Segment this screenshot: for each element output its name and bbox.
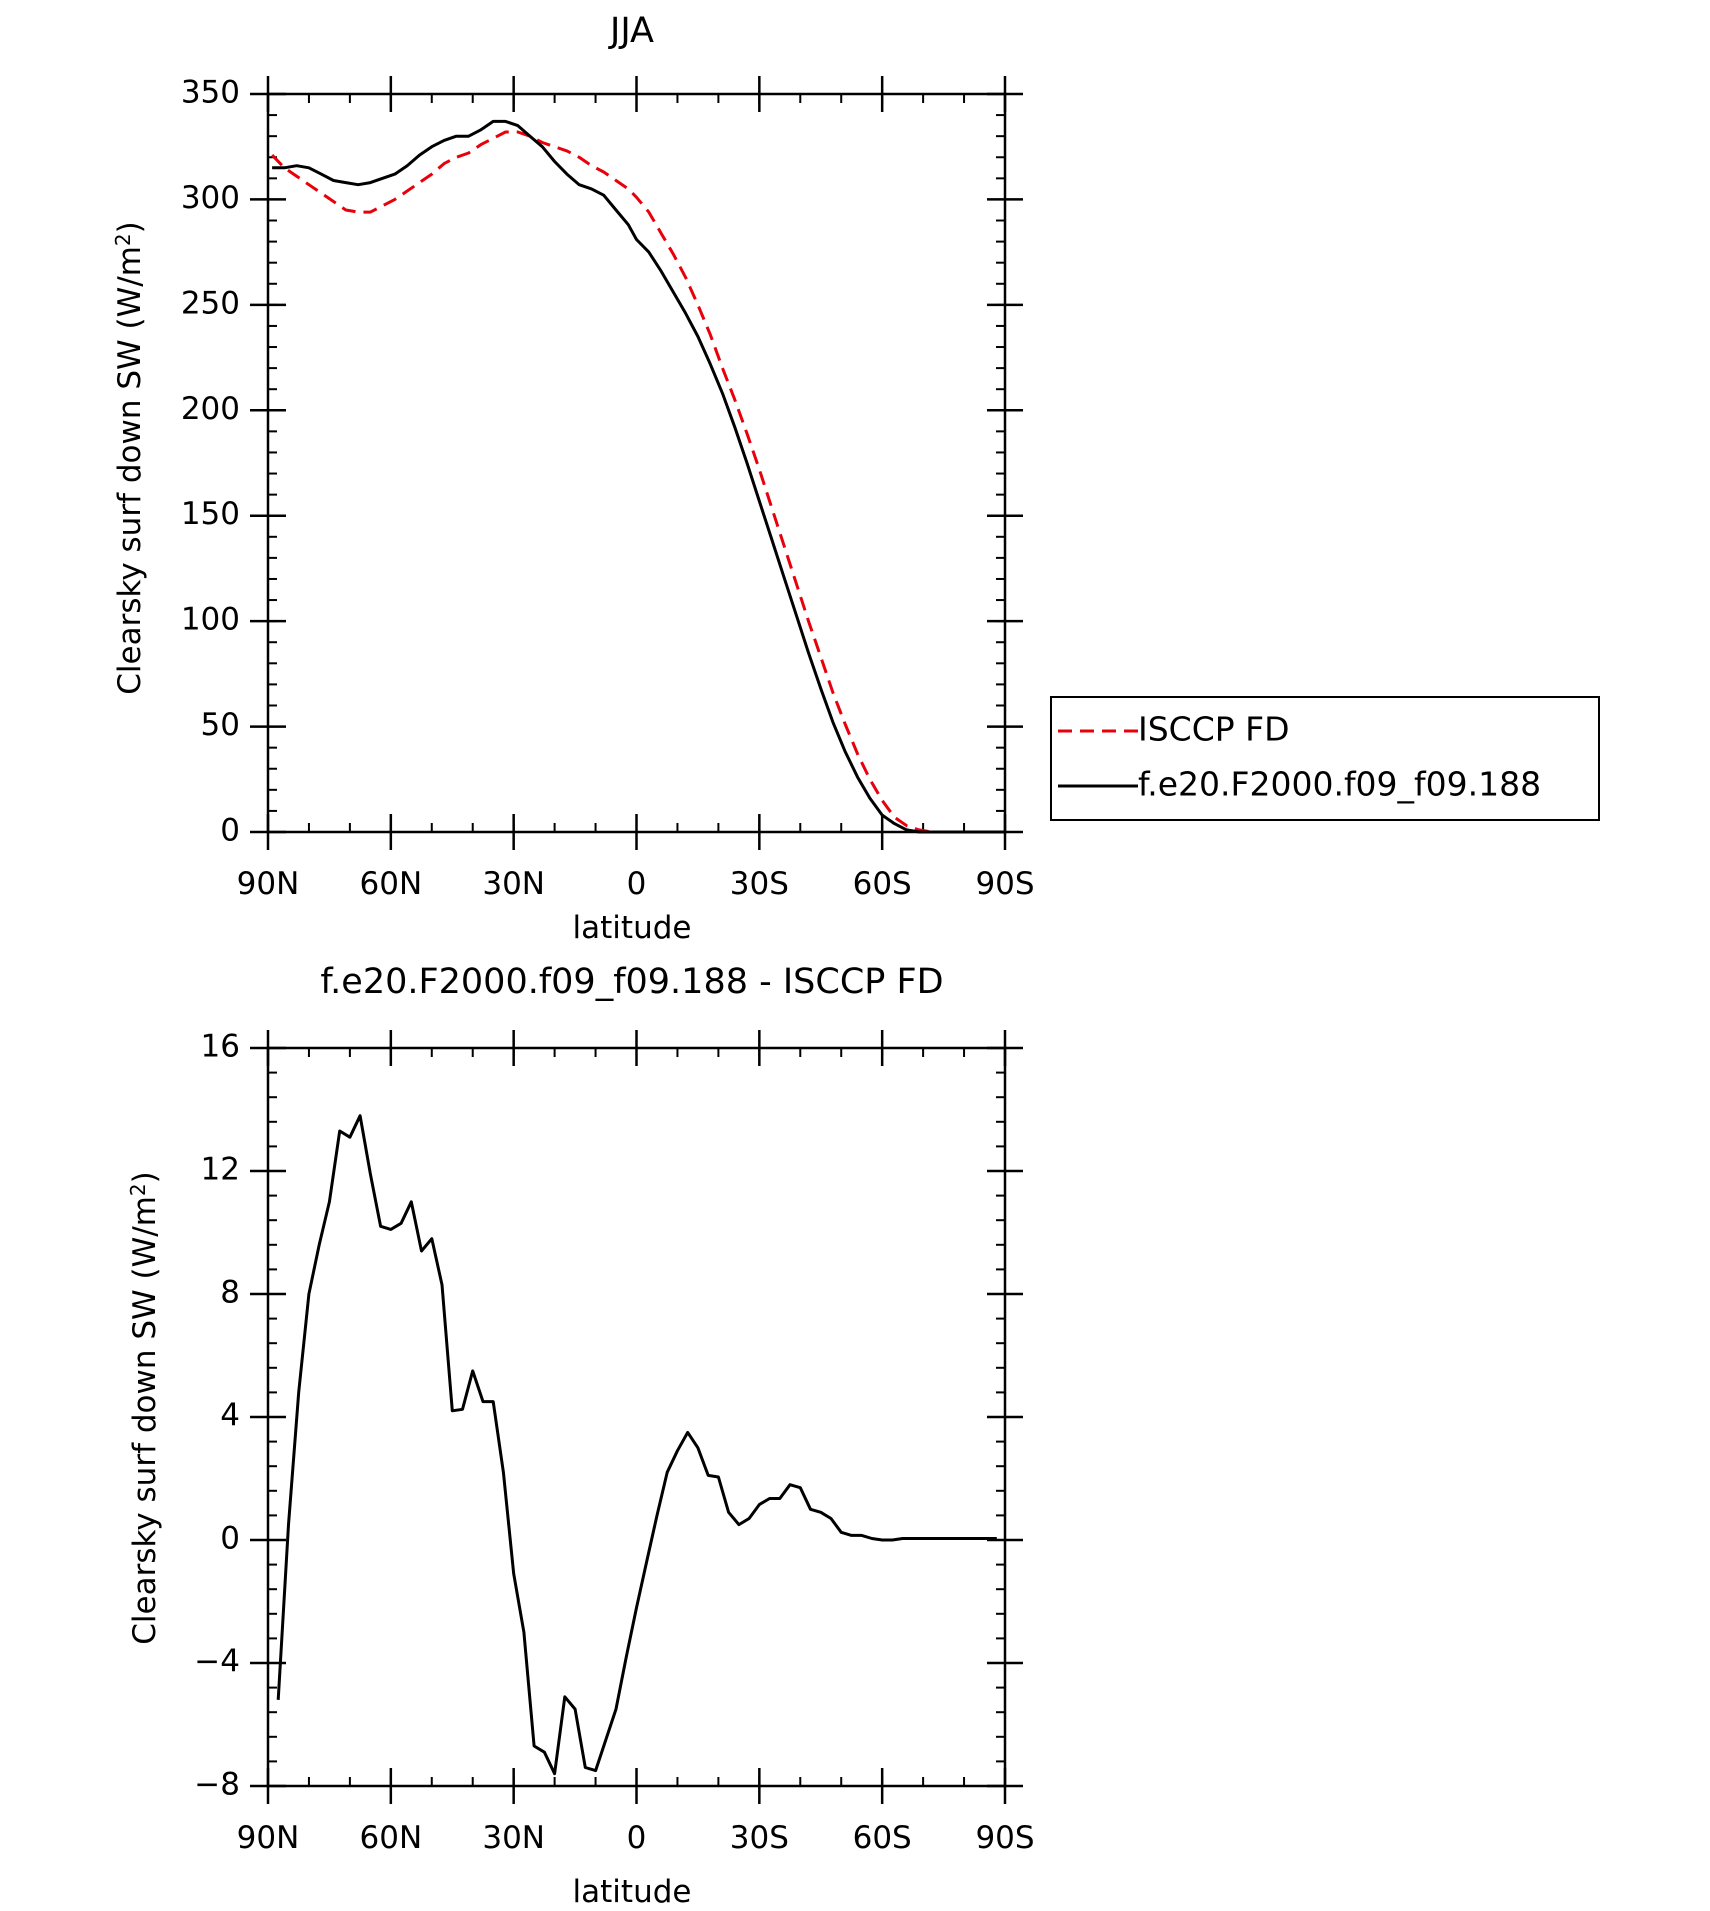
y-tick-label: −8	[194, 1767, 240, 1803]
bottom-chart: f.e20.F2000.f09_f09.188 - ISCCP FD 90N 60…	[126, 962, 1035, 1910]
top-chart-series-line-1	[272, 119, 1005, 834]
y-tick-label: 200	[181, 391, 240, 427]
y-tick-label: 300	[181, 180, 240, 216]
bottom-chart-y-label-main: Clearsky surf down SW (W/m	[127, 1196, 163, 1645]
y-tick-label: 0	[220, 813, 240, 849]
bottom-chart-plot-area: 90N 60N 30N 0 30S 60S 90S −8 −4 0 4 8 12 16	[194, 1029, 1034, 1857]
x-tick-label: 90N	[237, 866, 300, 902]
x-tick-label: 90N	[237, 1820, 300, 1856]
top-chart-y-axis-label: Clearsky surf down SW (W/m2)	[111, 221, 148, 695]
top-chart-y-label-sup: 2	[111, 233, 135, 246]
y-tick-label: −4	[194, 1644, 240, 1680]
top-chart-y-label-close: )	[112, 221, 148, 233]
y-tick-label: 150	[181, 496, 240, 532]
y-tick-label: 100	[181, 602, 240, 638]
x-tick-label: 60S	[853, 866, 912, 902]
x-tick-label: 30N	[482, 1820, 545, 1856]
y-tick-label: 50	[201, 707, 240, 743]
x-tick-label: 30N	[482, 866, 545, 902]
top-chart-x-axis-label: latitude	[573, 910, 692, 946]
x-tick-label: 0	[627, 1820, 647, 1856]
y-tick-label: 16	[201, 1029, 240, 1065]
y-tick-label: 0	[220, 1521, 240, 1557]
top-chart-title: JJA	[608, 11, 654, 51]
y-tick-label: 8	[220, 1275, 240, 1311]
top-chart: JJA 90N 60N 30N 0 30S 60S 90S 0 50 100 150 200 250 30…	[111, 11, 1600, 946]
x-tick-label: 30S	[730, 866, 789, 902]
x-tick-label: 90S	[975, 1820, 1034, 1856]
bottom-chart-y-label-sup: 2	[126, 1183, 150, 1196]
y-tick-label: 250	[181, 285, 240, 321]
top-chart-series-line-0	[271, 130, 1005, 834]
bottom-chart-series-line-0	[276, 1114, 997, 1776]
bottom-chart-y-label-close: )	[127, 1171, 163, 1183]
legend-label-model: f.e20.F2000.f09_f09.188	[1138, 765, 1541, 804]
bottom-chart-x-axis-label: latitude	[573, 1874, 692, 1910]
top-chart-plot-area: 90N 60N 30N 0 30S 60S 90S 0 50 100 150 200 250 300 350	[181, 75, 1035, 903]
legend-frame	[1050, 696, 1600, 821]
y-tick-label: 12	[201, 1152, 240, 1188]
bottom-chart-y-axis-label: Clearsky surf down SW (W/m2)	[126, 1171, 163, 1645]
x-tick-label: 30S	[730, 1820, 789, 1856]
x-tick-label: 60S	[853, 1820, 912, 1856]
y-tick-label: 4	[220, 1398, 240, 1434]
x-tick-label: 60N	[360, 1820, 423, 1856]
top-chart-legend: ISCCP FD f.e20.F2000.f09_f09.188	[1050, 696, 1600, 821]
x-tick-label: 90S	[975, 866, 1034, 902]
x-tick-label: 0	[627, 866, 647, 902]
x-tick-label: 60N	[360, 866, 423, 902]
legend-label-isccp: ISCCP FD	[1138, 710, 1290, 749]
bottom-chart-title: f.e20.F2000.f09_f09.188 - ISCCP FD	[320, 962, 943, 1002]
top-chart-y-label-main: Clearsky surf down SW (W/m	[112, 246, 148, 695]
y-tick-label: 350	[181, 75, 240, 111]
